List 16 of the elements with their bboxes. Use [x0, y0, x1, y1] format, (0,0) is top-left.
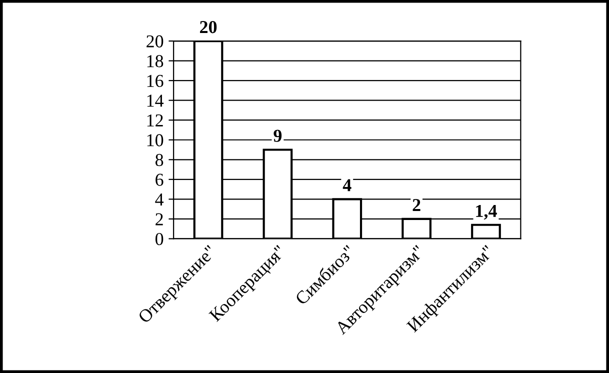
y-tick-label: 2	[156, 213, 163, 226]
y-tick-label: 0	[156, 232, 164, 246]
y-tick-label: 16	[147, 74, 164, 88]
y-tick-label: 12	[147, 114, 163, 126]
data-label: 9	[274, 130, 282, 142]
y-tick-label: 10	[147, 134, 164, 146]
y-tick-label: 20	[146, 35, 164, 48]
y-tick-label: 14	[147, 94, 164, 107]
data-label: 4	[342, 179, 352, 192]
y-tick-label: 4	[155, 194, 164, 206]
data-label: 20	[200, 21, 217, 34]
data-label: 2	[412, 198, 420, 211]
y-tick-label: 8	[156, 154, 164, 166]
data-label: 1,4	[476, 204, 497, 220]
y-tick-label: 18	[147, 55, 164, 68]
y-tick-label: 6	[156, 174, 164, 186]
